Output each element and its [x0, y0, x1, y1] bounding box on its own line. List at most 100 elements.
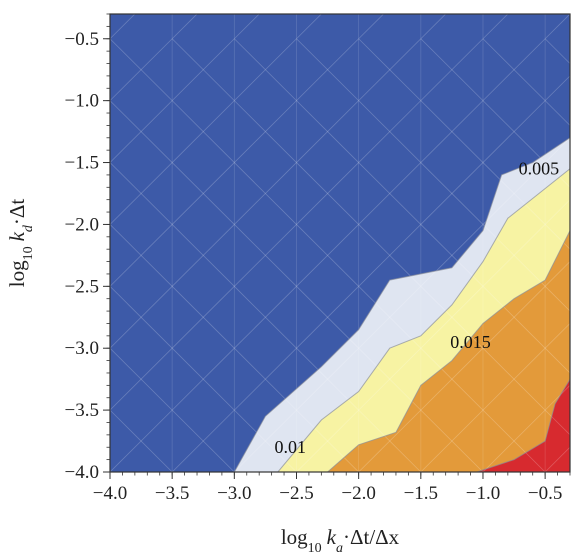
mesh-line	[110, 409, 173, 472]
mesh-line	[171, 347, 235, 411]
mesh-line	[482, 409, 546, 472]
mesh-line	[482, 224, 546, 287]
mesh-line	[544, 409, 570, 436]
mesh-line	[110, 162, 173, 225]
mesh-line	[234, 347, 297, 411]
mesh-lines	[110, 14, 570, 472]
mesh-line	[296, 14, 322, 40]
mesh-line	[110, 38, 173, 101]
mesh-line	[544, 199, 570, 225]
mesh-line	[544, 384, 570, 411]
y-tick-label: −3.5	[65, 400, 99, 421]
mesh-line	[420, 224, 484, 287]
mesh-line	[544, 261, 570, 287]
mesh-line	[171, 14, 198, 40]
mesh-line	[171, 409, 235, 472]
contour-line-0.01	[277, 168, 570, 472]
plot-area	[110, 14, 570, 472]
mesh-line	[234, 286, 297, 349]
mesh-line	[544, 322, 570, 349]
mesh-line	[171, 100, 235, 163]
mesh-line	[358, 162, 422, 225]
y-tick-label: −4.0	[65, 462, 99, 483]
mesh-line	[296, 286, 359, 349]
mesh-line	[171, 162, 235, 225]
mesh-line	[358, 14, 385, 40]
mesh-line	[171, 224, 235, 287]
mesh-line	[296, 38, 359, 101]
mesh-line	[110, 162, 173, 225]
mesh-line	[110, 224, 173, 287]
mesh-line	[296, 224, 359, 287]
mesh-line	[234, 14, 260, 40]
y-tick-label: −0.5	[65, 29, 99, 50]
mesh-line	[234, 409, 297, 472]
mesh-line	[482, 38, 546, 101]
mesh-line	[544, 347, 570, 374]
mesh-line	[482, 347, 546, 411]
mesh-line	[171, 286, 235, 349]
mesh-line	[420, 100, 484, 163]
mesh-line	[358, 286, 422, 349]
mesh-line	[171, 38, 235, 101]
mesh-line	[110, 100, 173, 163]
y-tick-label: −1.5	[65, 153, 99, 174]
x-tick-label: −2.5	[279, 483, 313, 504]
y-tick-label: −2.0	[65, 214, 99, 235]
x-axis-ticks: −4.0 −3.5 −3.0 −2.5 −2.0 −1.5 −1.0 −0.5	[93, 472, 571, 504]
mesh-line	[482, 14, 509, 40]
mesh-line	[358, 286, 422, 349]
mesh-line	[110, 347, 173, 411]
y-tick-label: −2.5	[65, 276, 99, 297]
mesh-line	[544, 446, 570, 472]
mesh-line	[358, 38, 422, 101]
contour-labels: 0.005 0.01 0.015	[275, 159, 560, 458]
mesh-line	[110, 409, 173, 472]
mesh-line	[234, 347, 297, 411]
x-tick-label: −1.5	[404, 483, 438, 504]
mesh-line	[296, 38, 359, 101]
mesh-line	[234, 224, 297, 287]
contour-line-0.02	[476, 378, 570, 472]
mesh-line	[110, 224, 173, 287]
mesh-line	[420, 162, 484, 225]
mesh-line	[234, 100, 297, 163]
mesh-line	[296, 162, 359, 225]
mesh-line	[420, 162, 484, 225]
mesh-line	[171, 224, 235, 287]
mesh-line	[544, 14, 570, 40]
mesh-line	[420, 347, 484, 411]
mesh-line	[110, 286, 173, 349]
mesh-line	[296, 409, 359, 472]
mesh-line	[482, 38, 546, 101]
mesh-line	[234, 100, 297, 163]
mesh-line	[234, 38, 297, 101]
mesh-line	[234, 162, 297, 225]
mesh-line	[296, 409, 359, 472]
mesh-line	[420, 38, 484, 101]
mesh-line	[110, 286, 173, 349]
mesh-line	[296, 100, 359, 163]
mesh-line	[544, 162, 570, 188]
mesh-line	[358, 38, 422, 101]
x-tick-label: −3.0	[217, 483, 251, 504]
contour-line-0.005	[233, 137, 570, 472]
mesh-line	[358, 224, 422, 287]
mesh-line	[544, 100, 570, 126]
mesh-line	[358, 347, 422, 411]
plot-frame	[109, 13, 571, 473]
mesh-line	[544, 224, 570, 250]
mesh-line	[482, 224, 546, 287]
mesh-line	[358, 409, 422, 472]
mesh-line	[544, 286, 570, 312]
region-above-0.02	[476, 379, 570, 472]
mesh-line	[420, 347, 484, 411]
mesh-line	[420, 38, 484, 101]
mesh-line	[358, 409, 422, 472]
region-above-0.015	[327, 230, 570, 472]
mesh-line	[544, 137, 570, 163]
mesh-line	[234, 38, 297, 101]
contour-lines	[233, 137, 570, 472]
mesh-line	[171, 409, 235, 472]
